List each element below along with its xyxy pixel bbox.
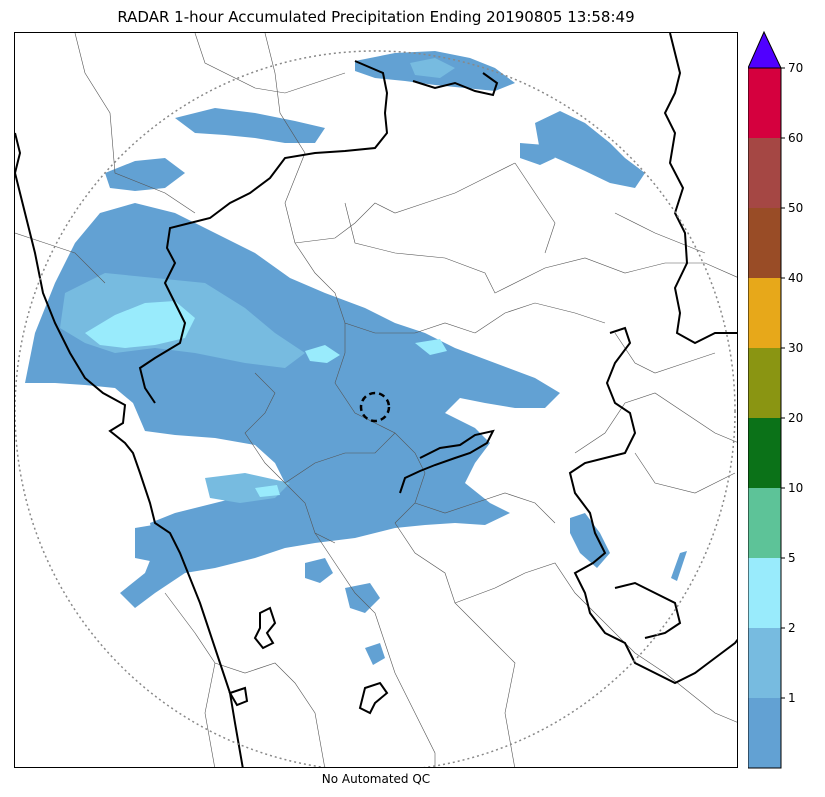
colorbar-bin [748, 208, 781, 278]
state-border-north [138, 60, 389, 404]
colorbar-tick-label: 20 [788, 411, 803, 425]
colorbar-bin [748, 698, 781, 768]
precip-heavy-west [85, 301, 195, 348]
state-border-east [568, 326, 737, 685]
precip-heavy-south [255, 485, 280, 497]
island-border-3 [228, 686, 249, 707]
colorbar-bin [748, 418, 781, 488]
colorbar-bin [748, 138, 781, 208]
radar-map[interactable] [14, 32, 738, 768]
precipitation-layer [25, 51, 687, 665]
colorbar-tick-label: 10 [788, 481, 803, 495]
precip-region-northeast [535, 111, 645, 188]
island-border [253, 606, 277, 650]
colorbar-tick-label: 50 [788, 201, 803, 215]
precip-region-south [305, 558, 333, 583]
state-border-center [399, 429, 495, 494]
colorbar-over-arrow [747, 30, 782, 69]
map-title: RADAR 1-hour Accumulated Precipitation E… [117, 8, 635, 26]
qc-note: No Automated QC [321, 772, 431, 786]
coastline [15, 132, 244, 767]
colorbar-canvas: 1 2 5 10 20 30 40 50 60 70 [747, 30, 803, 769]
colorbar-tick-label: 60 [788, 131, 803, 145]
precip-region-southeast [570, 513, 610, 568]
state-border-northeast [663, 33, 737, 345]
colorbar-tick-label: 1 [788, 691, 796, 705]
district-boundaries [15, 33, 737, 767]
colorbar-bin [748, 68, 781, 138]
colorbar-bin [748, 558, 781, 628]
island-border-2 [358, 681, 389, 715]
precip-region-east-strip [671, 551, 687, 581]
colorbar-tick-label: 70 [788, 61, 803, 75]
precip-region-northwest-2 [105, 158, 185, 191]
precip-region-west [25, 203, 560, 608]
radar-site-marker [359, 391, 391, 423]
precip-region-small-sw [365, 643, 385, 665]
precip-moderate-north [410, 58, 455, 78]
radar-range-ring [15, 50, 736, 767]
colorbar-tick-label: 2 [788, 621, 796, 635]
precip-heavy-center-2 [415, 339, 447, 355]
precip-region-south-2 [345, 583, 380, 613]
state-border-north-2 [412, 72, 499, 97]
state-border-southeast [614, 581, 682, 639]
colorbar-bin [748, 488, 781, 558]
colorbar-tick-label: 5 [788, 551, 796, 565]
precip-region-northwest [175, 108, 325, 143]
colorbar-bin [748, 628, 781, 698]
colorbar: 1 2 5 10 20 30 40 50 60 70 [747, 28, 825, 777]
radar-map-canvas [15, 33, 737, 767]
colorbar-bin [748, 278, 781, 348]
state-borders [15, 33, 737, 767]
precip-region-northeast-2 [520, 143, 555, 165]
colorbar-tick-label: 30 [788, 341, 803, 355]
colorbar-bin [748, 348, 781, 418]
colorbar-tick-label: 40 [788, 271, 803, 285]
precip-heavy-center [305, 345, 340, 363]
